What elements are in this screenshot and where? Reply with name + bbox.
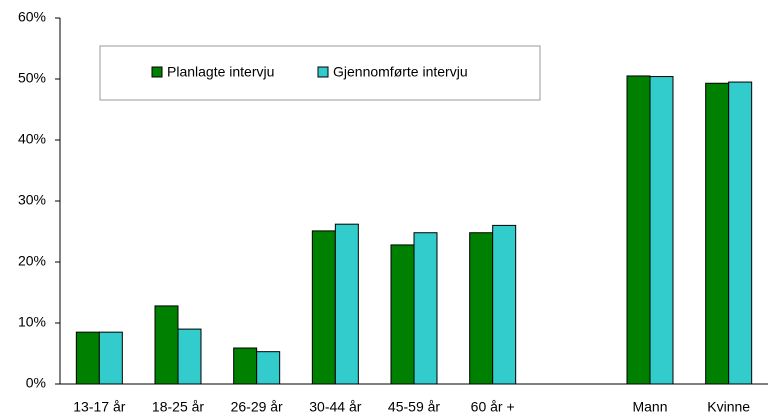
y-tick-label: 50% (18, 70, 46, 86)
x-tick-label: Mann (632, 399, 667, 415)
bar (154, 305, 179, 385)
bar (728, 81, 753, 385)
bar (469, 232, 494, 385)
bar (626, 75, 651, 385)
x-tick-label: 60 år + (471, 399, 515, 415)
bar (705, 82, 730, 385)
x-tick-label: 13-17 år (73, 399, 125, 415)
x-tick-label: 45-59 år (388, 399, 440, 415)
x-tick-label: 30-44 år (309, 399, 361, 415)
y-tick-label: 0% (26, 375, 46, 391)
bar (233, 347, 258, 385)
y-tick-label: 40% (18, 131, 46, 147)
bar (390, 244, 415, 385)
y-tick-label: 60% (18, 9, 46, 25)
bar (256, 351, 281, 385)
bar (413, 232, 438, 385)
x-tick-label: 18-25 år (152, 399, 204, 415)
legend-box (99, 45, 541, 101)
legend-swatch (151, 66, 163, 78)
y-tick-label: 30% (18, 192, 46, 208)
bar (334, 223, 359, 385)
y-tick-label: 10% (18, 314, 46, 330)
legend-label: Planlagte intervju (167, 64, 274, 80)
bar (311, 230, 336, 385)
bar (649, 76, 674, 385)
legend-label: Gjennomførte intervju (333, 64, 468, 80)
x-tick-label: Kvinne (707, 399, 750, 415)
bar (492, 224, 517, 385)
bar (98, 331, 123, 385)
x-tick-label: 26-29 år (231, 399, 283, 415)
bar (75, 331, 100, 385)
legend-swatch (317, 66, 329, 78)
bar (177, 328, 202, 385)
y-tick-label: 20% (18, 253, 46, 269)
